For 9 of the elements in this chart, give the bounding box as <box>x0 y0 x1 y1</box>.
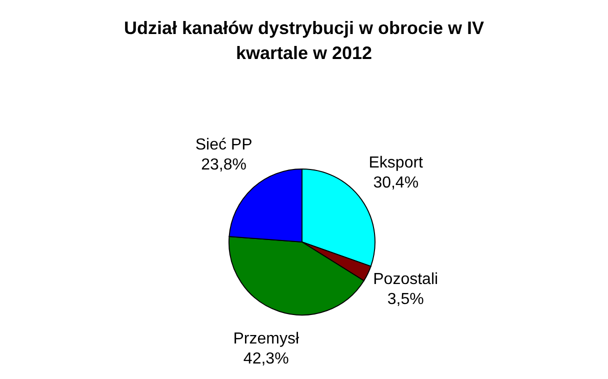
chart-title: Udział kanałów dystrybucji w obrocie w IV kwartale w 2012 <box>122 17 486 65</box>
slice-label: Eksport <box>368 154 424 172</box>
data-label: 3,5% <box>387 290 424 308</box>
data-label: 42,3% <box>243 350 289 368</box>
slice-label: Sieć PP <box>195 136 252 154</box>
slice-label: Przemysł <box>233 330 300 348</box>
data-label: 23,8% <box>201 156 246 174</box>
data-label: 30,4% <box>373 174 419 192</box>
slice-label: Pozostali <box>373 270 438 288</box>
